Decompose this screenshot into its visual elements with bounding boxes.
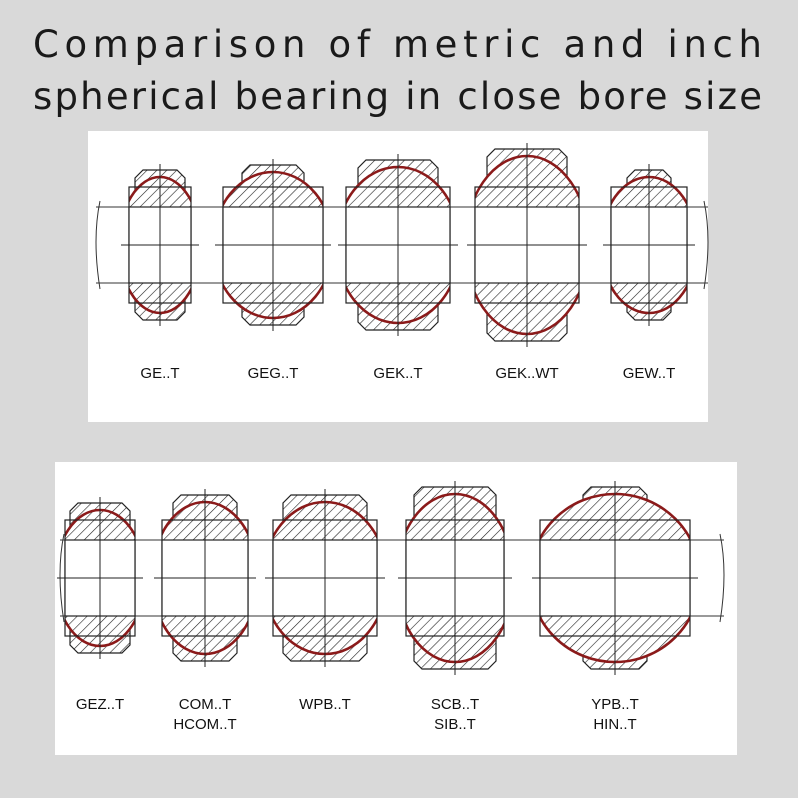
bearing xyxy=(603,164,695,326)
bearing-label: HCOM..T xyxy=(173,716,236,733)
shaft-break xyxy=(719,533,725,623)
bearing-label: HIN..T xyxy=(593,716,636,733)
bearing-label: SCB..T xyxy=(431,696,479,713)
bearing-label: YPB..T xyxy=(591,696,639,713)
bearing-label: GEW..T xyxy=(623,365,676,382)
bearing-label: SIB..T xyxy=(434,716,476,733)
bearing xyxy=(215,159,331,331)
bearing xyxy=(338,154,458,336)
shaft-break xyxy=(703,200,709,290)
shaft-break xyxy=(95,200,101,290)
bearing xyxy=(467,143,587,347)
shaft-break xyxy=(59,533,65,623)
bearing-label: GEG..T xyxy=(248,365,299,382)
bearing-label: WPB..T xyxy=(299,696,351,713)
bearing xyxy=(265,489,385,667)
bearing xyxy=(398,481,512,675)
bearing xyxy=(121,164,199,326)
bearing xyxy=(532,481,698,675)
bearing-label: COM..T xyxy=(179,696,232,713)
title-line: spherical bearing in close bore size xyxy=(33,75,762,118)
bearing-label: GE..T xyxy=(140,365,179,382)
title-line: Comparison of metric and inch xyxy=(33,23,762,66)
bearing-label: GEK..T xyxy=(373,365,422,382)
bearing-label: GEZ..T xyxy=(76,696,124,713)
bearing-label: GEK..WT xyxy=(495,365,558,382)
bearing xyxy=(57,497,143,659)
bearing xyxy=(154,489,256,667)
